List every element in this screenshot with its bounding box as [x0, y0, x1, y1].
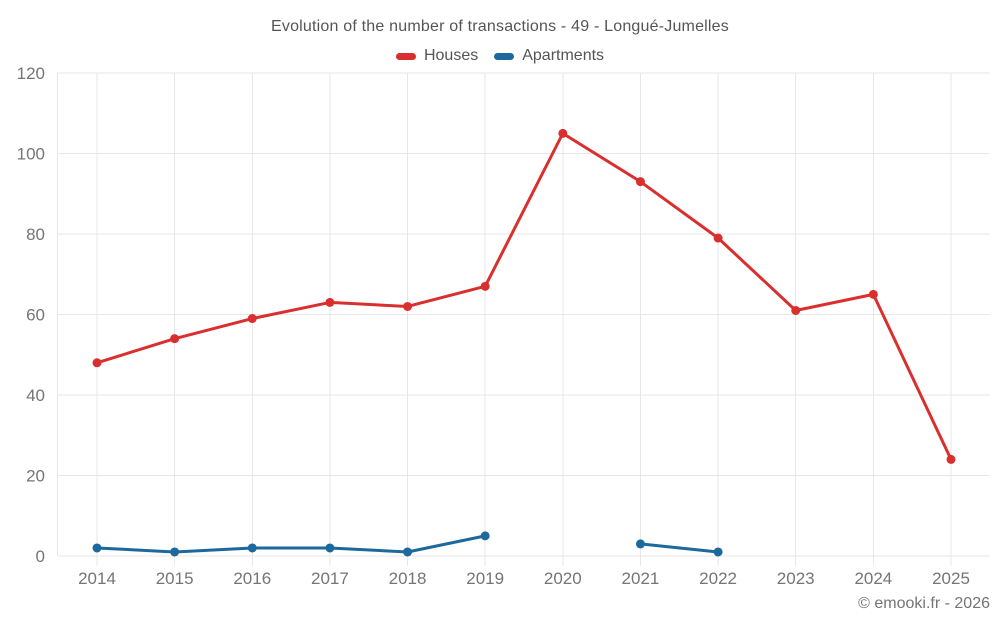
data-point-houses-2019[interactable] — [480, 281, 490, 291]
legend-item-apartments[interactable]: Apartments — [494, 47, 604, 65]
x-axis-tick-label: 2025 — [932, 569, 970, 588]
data-point-apartments-2019[interactable] — [480, 531, 490, 541]
data-point-houses-2025[interactable] — [946, 454, 956, 464]
data-point-apartments-2022[interactable] — [713, 547, 723, 557]
data-point-apartments-2017[interactable] — [325, 543, 335, 553]
y-axis-tick-label: 20 — [26, 467, 45, 486]
data-point-apartments-2018[interactable] — [403, 547, 413, 557]
data-point-houses-2017[interactable] — [325, 297, 335, 307]
legend-item-houses[interactable]: Houses — [395, 47, 479, 65]
y-axis-tick-label: 0 — [36, 547, 45, 566]
x-axis-tick-label: 2019 — [466, 569, 504, 588]
attribution: © emooki.fr - 2026 — [858, 595, 990, 612]
x-axis-tick-label: 2024 — [854, 569, 892, 588]
x-axis-tick-label: 2018 — [389, 569, 427, 588]
x-axis-tick-label: 2017 — [311, 569, 349, 588]
y-axis-tick-label: 120 — [17, 64, 45, 83]
x-axis-tick-label: 2020 — [544, 569, 582, 588]
x-axis-tick-label: 2014 — [78, 569, 116, 588]
y-axis-tick-label: 60 — [26, 306, 45, 325]
apartments-legend-label: Apartments — [522, 47, 605, 64]
y-axis-tick-label: 40 — [26, 386, 45, 405]
line-houses — [95, 131, 953, 461]
data-point-apartments-2021[interactable] — [635, 539, 645, 549]
apartments-legend-swatch-icon — [494, 52, 515, 60]
y-axis-tick-label: 100 — [17, 145, 45, 164]
chart-legend: Houses Apartments — [0, 47, 1000, 65]
data-point-houses-2022[interactable] — [713, 233, 723, 243]
data-point-houses-2014[interactable] — [92, 358, 102, 368]
data-point-houses-2016[interactable] — [247, 314, 257, 324]
x-axis-tick-label: 2021 — [622, 569, 660, 588]
x-axis-tick-label: 2015 — [156, 569, 194, 588]
x-axis-tick-label: 2016 — [233, 569, 271, 588]
data-point-houses-2018[interactable] — [403, 301, 413, 311]
data-point-apartments-2015[interactable] — [170, 547, 180, 557]
data-point-apartments-2014[interactable] — [92, 543, 102, 553]
houses-legend-swatch-icon — [395, 52, 416, 60]
x-axis-tick-label: 2022 — [699, 569, 737, 588]
y-axis-tick-label: 80 — [26, 225, 45, 244]
data-point-houses-2015[interactable] — [170, 334, 180, 344]
x-axis-tick-label: 2023 — [777, 569, 815, 588]
line-apartments — [95, 534, 487, 554]
houses-legend-label: Houses — [423, 47, 479, 64]
line-apartments — [638, 542, 720, 554]
data-point-houses-2020[interactable] — [558, 128, 568, 138]
data-point-houses-2023[interactable] — [791, 305, 801, 315]
data-point-houses-2021[interactable] — [635, 177, 645, 187]
data-point-apartments-2016[interactable] — [247, 543, 257, 553]
chart-title: Evolution of the number of transactions … — [271, 18, 729, 35]
data-point-houses-2024[interactable] — [868, 289, 878, 299]
